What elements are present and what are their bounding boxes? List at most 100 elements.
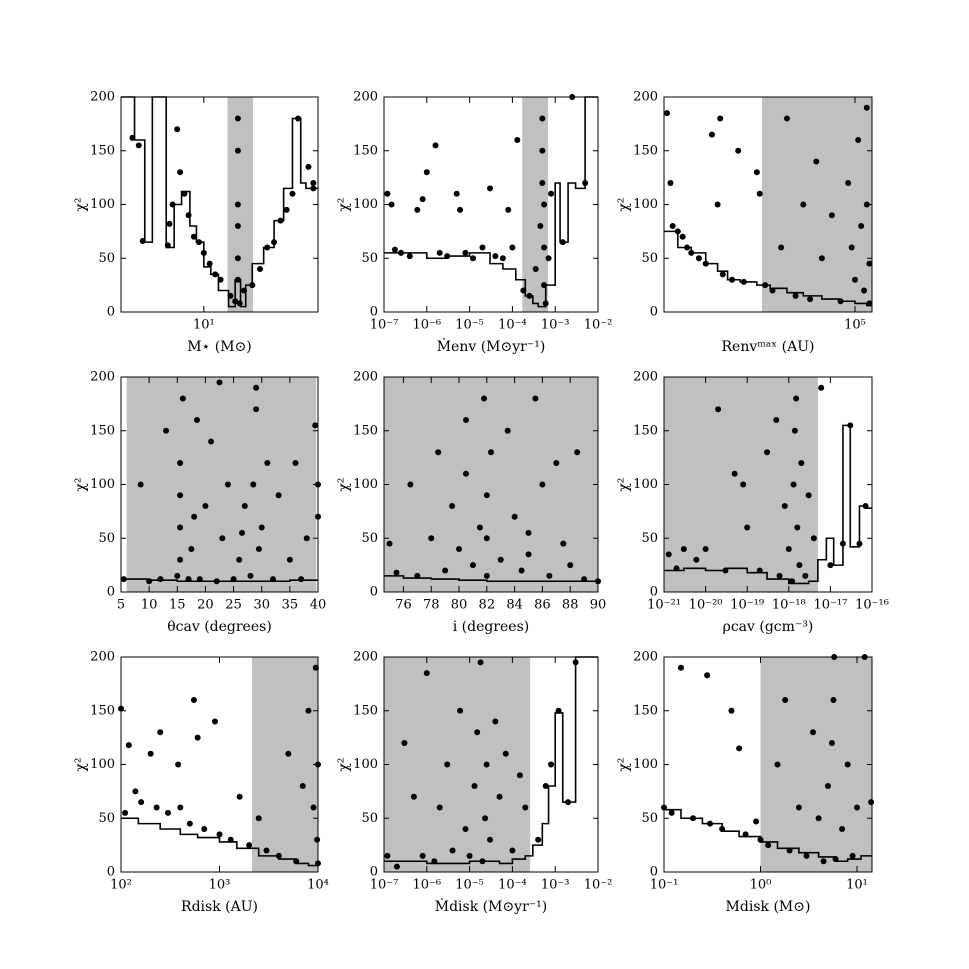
- x-tick-label: 10⁻³: [541, 318, 570, 333]
- data-point: [719, 271, 726, 278]
- data-point: [793, 395, 800, 402]
- data-point: [153, 804, 160, 811]
- data-point: [462, 249, 469, 256]
- data-point: [310, 185, 317, 192]
- data-point: [488, 449, 494, 456]
- data-point: [224, 481, 231, 488]
- data-point: [250, 481, 257, 488]
- data-point: [293, 858, 300, 865]
- data-point: [680, 546, 687, 552]
- panel: 0 50 100 150 200 10⁻²¹ 10⁻²⁰ 10⁻¹⁹ 10⁻¹⁸ 10⁻¹⁷ 10⁻…: [616, 370, 889, 636]
- data-point: [765, 842, 772, 849]
- data-point: [496, 793, 503, 800]
- data-point: [227, 292, 234, 299]
- y-tick-label: 50: [98, 811, 115, 826]
- data-point: [193, 417, 200, 423]
- data-point: [423, 670, 430, 677]
- data-point: [541, 282, 548, 289]
- data-point: [174, 572, 181, 579]
- data-point: [824, 783, 831, 789]
- highlight-range: [384, 657, 531, 872]
- y-axis-label: χ²: [616, 197, 632, 211]
- y-tick-label: 50: [641, 251, 658, 266]
- data-point: [828, 212, 835, 219]
- data-point: [202, 503, 209, 509]
- data-point: [753, 818, 760, 825]
- data-point: [487, 185, 494, 192]
- data-point: [414, 572, 421, 579]
- data-point: [132, 788, 139, 795]
- x-tick-label: 10⁻⁶: [412, 318, 441, 333]
- y-tick-label: 50: [98, 251, 115, 266]
- data-point: [677, 664, 684, 671]
- data-point: [436, 804, 443, 811]
- x-tick-label: 10³: [209, 878, 231, 893]
- best-fit-step: [664, 808, 872, 863]
- data-point: [384, 190, 391, 197]
- data-point: [667, 180, 674, 186]
- best-fit-step: [384, 96, 598, 308]
- x-tick-label: 88: [562, 598, 579, 613]
- data-point: [684, 244, 691, 251]
- y-tick-label: 200: [633, 650, 658, 665]
- x-axis-label: i (degrees): [453, 619, 530, 635]
- data-point: [762, 282, 769, 289]
- data-point: [773, 417, 780, 423]
- data-point: [715, 406, 722, 413]
- y-tick-label: 150: [633, 423, 658, 438]
- best-fit-step: [121, 96, 318, 308]
- data-point: [462, 417, 469, 423]
- data-point: [708, 131, 715, 138]
- x-axis-label: Ṁdisk (M⊙yr⁻¹): [435, 897, 548, 915]
- x-tick-label: 10⁻⁴: [498, 318, 527, 333]
- y-tick-label: 50: [641, 531, 658, 546]
- data-point: [539, 180, 546, 186]
- data-point: [234, 115, 241, 122]
- x-tick-label: 5: [117, 598, 125, 613]
- y-tick-label: 100: [353, 757, 378, 772]
- data-point: [174, 126, 181, 133]
- data-point: [393, 569, 400, 576]
- panel: 0 50 100 150 200 10⁻⁷ 10⁻⁶ 10⁻⁵ 10⁻⁴ 10⁻³ 10⁻² Ṁenv…: [336, 90, 612, 356]
- data-point: [219, 535, 226, 542]
- x-tick-label: 10⁻¹⁶: [855, 598, 889, 613]
- data-point: [449, 847, 456, 854]
- data-point: [776, 572, 783, 579]
- data-point: [175, 761, 182, 768]
- data-point: [764, 449, 771, 456]
- x-tick-label: 10⁻²: [584, 878, 613, 893]
- data-point: [185, 212, 192, 219]
- data-point: [532, 395, 539, 402]
- x-tick-label: 10⁻¹⁸: [772, 598, 806, 613]
- panel: 0 50 100 150 200 10⁻⁷ 10⁻⁶ 10⁻⁵ 10⁻⁴ 10⁻³ 10⁻² Ṁdis…: [336, 650, 612, 916]
- data-point: [177, 524, 184, 531]
- data-point: [305, 163, 312, 170]
- y-tick-label: 50: [361, 251, 378, 266]
- data-point: [232, 298, 239, 305]
- x-tick-label: 10²: [110, 878, 132, 893]
- data-point: [858, 223, 865, 229]
- data-point: [191, 513, 198, 520]
- data-point: [457, 707, 464, 714]
- y-tick-label: 200: [90, 650, 115, 665]
- data-point: [855, 137, 862, 143]
- x-tick-label: 10⁻⁷: [370, 318, 399, 333]
- data-point: [736, 745, 743, 752]
- y-tick-label: 200: [633, 90, 658, 105]
- data-point: [227, 836, 234, 843]
- highlight-range: [384, 377, 598, 592]
- data-point: [312, 664, 319, 671]
- data-point: [200, 249, 207, 256]
- data-point: [185, 576, 192, 583]
- data-point: [541, 244, 548, 251]
- highlight-range: [252, 657, 318, 872]
- data-point: [778, 244, 785, 251]
- data-point: [525, 529, 532, 536]
- data-point: [263, 847, 270, 854]
- data-point: [239, 529, 246, 536]
- data-point: [190, 233, 197, 240]
- data-point: [139, 238, 146, 245]
- y-axis-label: χ²: [616, 757, 632, 771]
- x-tick-label: 82: [479, 598, 496, 613]
- x-tick-label: 10⁻³: [541, 878, 570, 893]
